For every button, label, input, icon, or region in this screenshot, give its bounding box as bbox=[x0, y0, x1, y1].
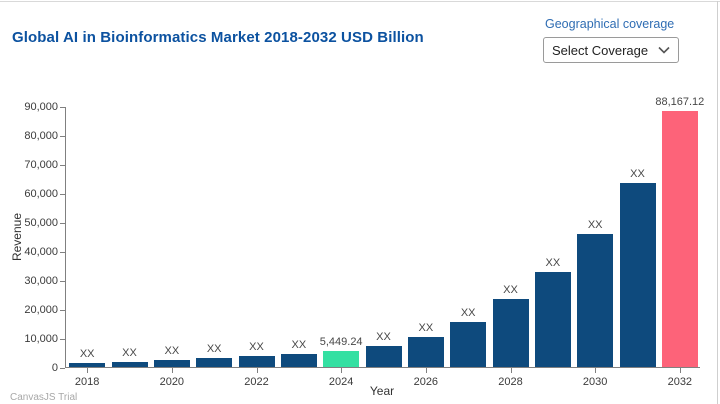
canvasjs-trial-credit[interactable]: CanvasJS Trial bbox=[10, 392, 78, 403]
bar-2025[interactable] bbox=[365, 346, 402, 367]
bar-2032[interactable] bbox=[661, 111, 698, 367]
bar-value-label-2031: XX bbox=[630, 168, 645, 181]
coverage-label: Geographical coverage bbox=[545, 17, 675, 31]
x-tick-label: 2020 bbox=[159, 376, 185, 388]
bar-value-label-2029: XX bbox=[545, 256, 561, 269]
x-tick-mark bbox=[679, 368, 681, 373]
x-tick-label: 2032 bbox=[667, 376, 693, 388]
plot-area: XX XX XX XX XX XX 5,449.24 XX XX XX XX XX XX XX 88,167… bbox=[24, 96, 704, 388]
y-tick-mark bbox=[60, 223, 65, 224]
bar-2026[interactable] bbox=[407, 336, 444, 367]
bar-2018[interactable] bbox=[69, 363, 106, 367]
y-tick-mark bbox=[60, 107, 65, 108]
y-tick-label: 60,000 bbox=[24, 188, 58, 200]
chevron-down-icon bbox=[658, 46, 670, 54]
bar-value-label-2024: 5,449.24 bbox=[319, 336, 363, 349]
y-tick-mark bbox=[60, 339, 65, 340]
bar-value-label-2022: XX bbox=[249, 340, 264, 353]
y-tick-label: 50,000 bbox=[24, 217, 58, 229]
y-tick-label: 30,000 bbox=[24, 275, 58, 287]
y-tick-mark bbox=[60, 165, 65, 166]
bar-value-label-2021: XX bbox=[206, 343, 222, 356]
y-tick-label: 40,000 bbox=[24, 246, 58, 258]
x-tick-label: 2018 bbox=[74, 376, 100, 388]
bar-value-label-2027: XX bbox=[460, 306, 476, 319]
bar-2019[interactable] bbox=[111, 361, 148, 367]
bar-2020[interactable] bbox=[153, 360, 190, 367]
x-tick-label: 2026 bbox=[413, 376, 439, 388]
coverage-select-value: Select Coverage bbox=[552, 42, 649, 58]
y-tick-mark bbox=[60, 368, 65, 369]
bar-value-label-2025: XX bbox=[376, 331, 391, 344]
bar-value-label-2018: XX bbox=[79, 348, 95, 361]
x-tick-mark bbox=[87, 368, 89, 373]
x-tick-label: 2022 bbox=[244, 376, 269, 388]
bar-2022[interactable] bbox=[238, 355, 275, 367]
y-tick-label: 90,000 bbox=[24, 101, 58, 113]
page-top-border bbox=[0, 1, 720, 2]
y-tick-mark bbox=[60, 136, 65, 137]
bar-2023[interactable] bbox=[280, 353, 317, 367]
coverage-select[interactable]: Select Coverage bbox=[543, 37, 679, 63]
y-tick-mark bbox=[60, 310, 65, 311]
page-title: Global AI in Bioinformatics Market 2018-… bbox=[12, 29, 424, 46]
bar-2024[interactable] bbox=[323, 351, 360, 367]
chart-area: XX XX XX XX XX XX 5,449.24 XX XX XX XX XX XX XX 88,167… bbox=[0, 95, 720, 395]
y-axis-title: Revenue bbox=[10, 212, 24, 262]
y-tick-mark bbox=[60, 252, 65, 253]
bar-2030[interactable] bbox=[577, 234, 614, 367]
bar-2021[interactable] bbox=[196, 358, 233, 367]
page-right-border bbox=[717, 1, 718, 404]
y-tick-mark bbox=[60, 281, 65, 282]
y-tick-label: 80,000 bbox=[24, 130, 58, 142]
bar-2029[interactable] bbox=[534, 271, 571, 367]
y-tick-label: 10,000 bbox=[24, 333, 58, 345]
x-tick-mark bbox=[595, 368, 597, 373]
x-tick-label: 2030 bbox=[582, 376, 608, 388]
y-tick-label: 70,000 bbox=[24, 159, 58, 171]
x-axis-title: Year bbox=[369, 384, 395, 398]
x-tick-mark bbox=[341, 368, 343, 373]
bar-value-label-2019: XX bbox=[122, 346, 137, 359]
bar-value-label-2028: XX bbox=[503, 284, 518, 297]
bar-value-label-2023: XX bbox=[291, 338, 307, 351]
bar-value-label-2026: XX bbox=[418, 321, 434, 334]
x-tick-label: 2028 bbox=[498, 376, 523, 388]
bar-value-label-2020: XX bbox=[164, 345, 180, 358]
x-tick-mark bbox=[171, 368, 173, 373]
x-tick-label: 2024 bbox=[328, 376, 354, 388]
bar-value-label-2032: 88,167.12 bbox=[655, 96, 705, 109]
x-tick-mark bbox=[425, 368, 427, 373]
bar-2031[interactable] bbox=[619, 183, 656, 367]
bar-2028[interactable] bbox=[492, 299, 529, 367]
y-tick-label: 20,000 bbox=[24, 304, 58, 316]
x-tick-mark bbox=[510, 368, 512, 373]
y-tick-label: 0 bbox=[51, 362, 58, 374]
bar-value-label-2030: XX bbox=[587, 219, 603, 232]
bar-2027[interactable] bbox=[450, 321, 487, 367]
x-tick-mark bbox=[256, 368, 258, 373]
y-tick-mark bbox=[60, 194, 65, 195]
